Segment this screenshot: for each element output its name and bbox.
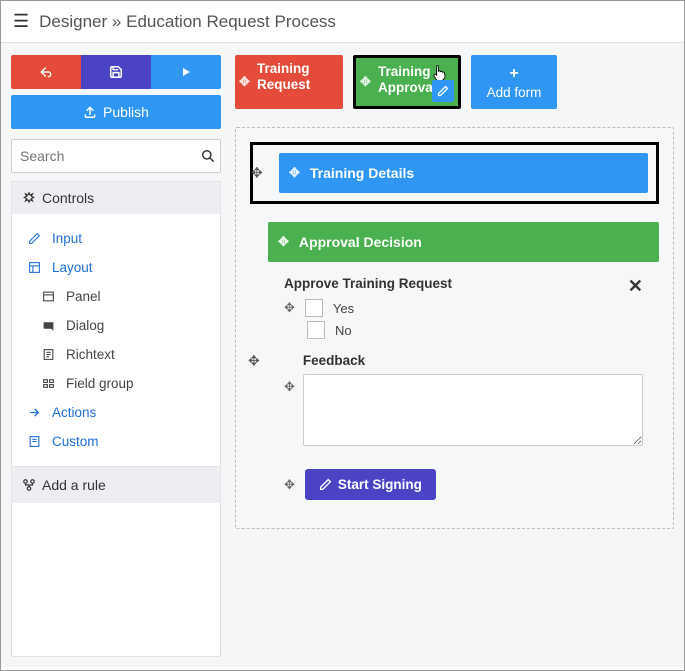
remove-field-button[interactable]: ✕ <box>628 276 643 297</box>
controls-richtext[interactable]: Richtext <box>12 340 220 369</box>
search-box[interactable] <box>11 139 221 173</box>
layout-icon <box>26 261 42 274</box>
edit-tab-button[interactable] <box>432 80 454 102</box>
controls-panel[interactable]: Panel <box>12 282 220 311</box>
breadcrumb: Designer » Education Request Process <box>39 12 336 32</box>
tab-label: Training Request <box>257 61 335 92</box>
move-icon[interactable]: ✥ <box>360 74 371 90</box>
search-input[interactable] <box>20 148 201 164</box>
section-title: Training Details <box>310 165 414 181</box>
custom-icon <box>26 435 42 448</box>
move-icon[interactable]: ✥ <box>284 379 295 395</box>
checkbox-no[interactable] <box>307 321 325 339</box>
feedback-label: Feedback <box>303 353 643 368</box>
dialog-icon <box>40 319 56 332</box>
section-title: Approval Decision <box>299 234 422 250</box>
panel-icon <box>40 290 56 303</box>
breadcrumb-page: Education Request Process <box>126 12 336 31</box>
controls-dialog[interactable]: Dialog <box>12 311 220 340</box>
form-canvas: ✥ ✥ Training Details ✥ ✥ Approval Decisi… <box>235 127 674 529</box>
undo-button[interactable] <box>11 55 81 89</box>
controls-actions[interactable]: Actions <box>12 398 220 427</box>
pencil-icon <box>437 85 449 97</box>
add-form-label: Add form <box>487 85 542 100</box>
start-signing-button[interactable]: Start Signing <box>305 469 436 500</box>
move-icon[interactable]: ✥ <box>251 165 263 182</box>
publish-button[interactable]: Publish <box>11 95 221 129</box>
move-icon[interactable]: ✥ <box>248 353 260 370</box>
edit-icon <box>26 232 42 245</box>
section-training-details[interactable]: ✥ ✥ Training Details <box>250 142 659 204</box>
option-yes: Yes <box>333 301 354 316</box>
actions-icon <box>26 406 42 419</box>
save-icon <box>109 65 123 79</box>
move-icon[interactable]: ✥ <box>239 74 250 90</box>
play-button[interactable] <box>151 55 221 89</box>
richtext-icon <box>40 348 56 361</box>
move-icon[interactable]: ✥ <box>278 234 289 250</box>
tools-icon <box>22 191 36 205</box>
breadcrumb-sep: » <box>112 12 121 31</box>
play-icon <box>180 66 192 78</box>
upload-icon <box>83 105 97 119</box>
rule-icon <box>22 478 36 492</box>
plus-icon: + <box>509 65 518 83</box>
controls-fieldgroup[interactable]: Field group <box>12 369 220 398</box>
tab-training-approval[interactable]: ✥ Training Approval <box>353 55 461 109</box>
move-icon[interactable]: ✥ <box>284 300 295 316</box>
controls-header: Controls <box>12 182 220 214</box>
add-rule-button[interactable]: Add a rule <box>12 466 220 503</box>
fieldgroup-icon <box>40 377 56 390</box>
section-approval-decision[interactable]: ✥ ✥ Approval Decision ✕ Approve Training… <box>250 222 659 500</box>
checkbox-yes[interactable] <box>305 299 323 317</box>
publish-label: Publish <box>103 104 149 120</box>
save-button[interactable] <box>81 55 151 89</box>
start-signing-label: Start Signing <box>338 477 422 492</box>
controls-layout[interactable]: Layout <box>12 253 220 282</box>
sign-icon <box>319 478 332 491</box>
field-label: Approve Training Request <box>284 276 643 291</box>
undo-icon <box>39 65 53 79</box>
menu-icon[interactable]: ☰ <box>13 11 29 32</box>
move-icon[interactable]: ✥ <box>289 165 300 181</box>
controls-input[interactable]: Input <box>12 224 220 253</box>
add-form-button[interactable]: + Add form <box>471 55 557 109</box>
search-icon[interactable] <box>201 149 215 163</box>
feedback-textarea[interactable] <box>303 374 643 446</box>
breadcrumb-root: Designer <box>39 12 107 31</box>
option-no: No <box>335 323 352 338</box>
tab-training-request[interactable]: ✥ Training Request <box>235 55 343 109</box>
move-icon[interactable]: ✥ <box>284 477 295 493</box>
controls-custom[interactable]: Custom <box>12 427 220 456</box>
